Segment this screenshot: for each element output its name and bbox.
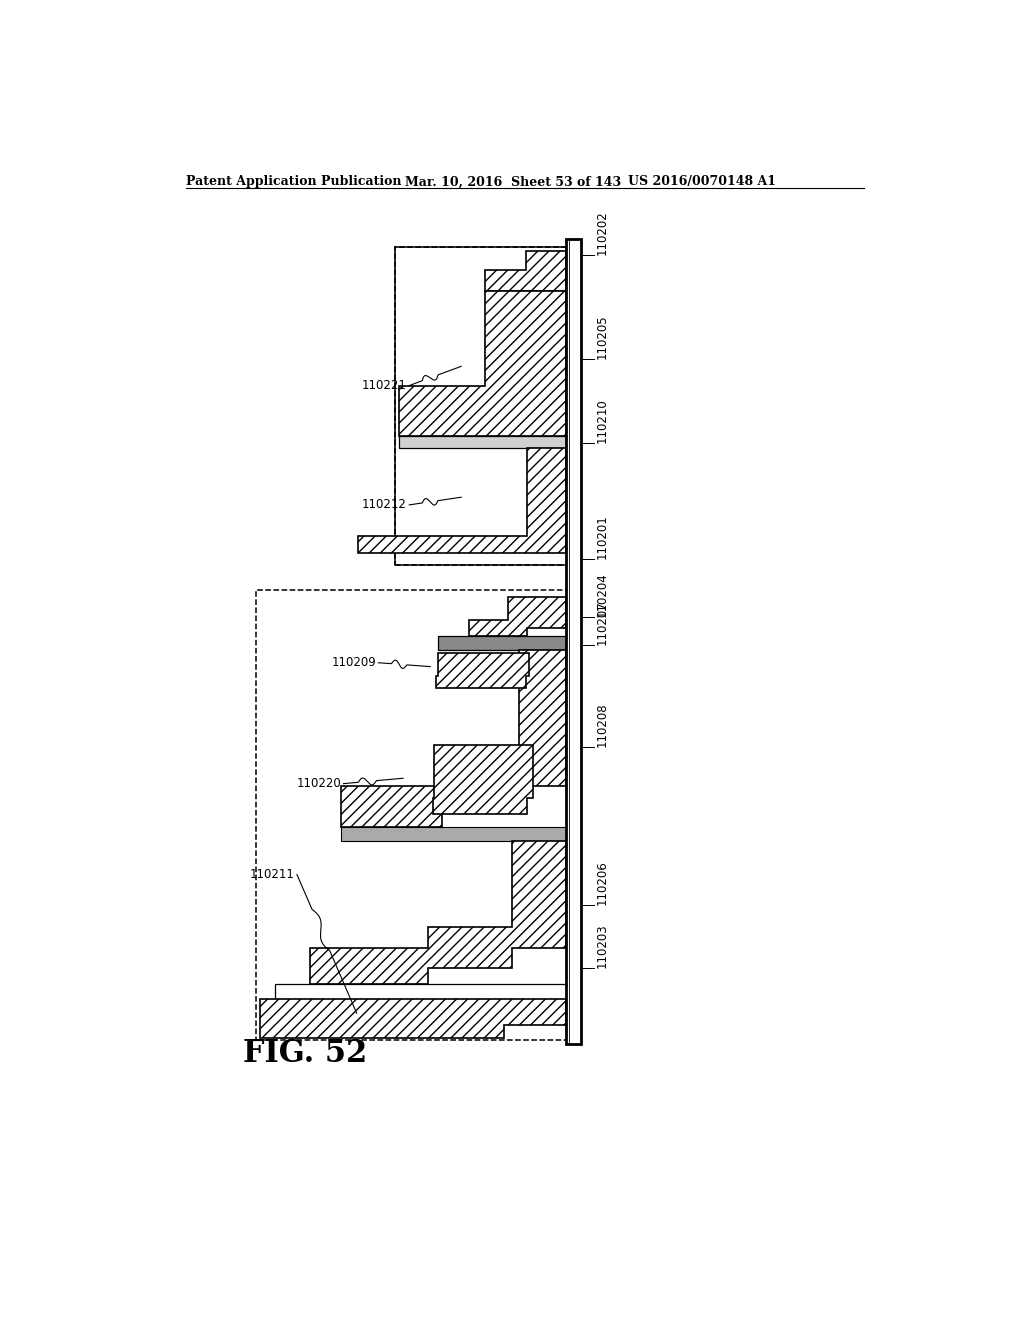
Polygon shape: [341, 826, 566, 841]
Polygon shape: [484, 251, 566, 290]
Text: Patent Application Publication: Patent Application Publication: [186, 176, 401, 189]
Text: 110207: 110207: [595, 601, 608, 645]
Polygon shape: [469, 598, 566, 636]
Polygon shape: [566, 239, 582, 1044]
Polygon shape: [341, 649, 566, 826]
Text: 110203: 110203: [595, 924, 608, 969]
Text: 110204: 110204: [595, 572, 608, 616]
Polygon shape: [275, 983, 566, 999]
Bar: [395, 247, 582, 565]
Polygon shape: [260, 999, 566, 1038]
Bar: [256, 590, 582, 1040]
Text: 110220: 110220: [296, 777, 341, 791]
Text: 110210: 110210: [595, 399, 608, 444]
Text: 110212: 110212: [362, 499, 407, 511]
Text: 110208: 110208: [595, 702, 608, 747]
Polygon shape: [399, 290, 566, 436]
Polygon shape: [399, 436, 566, 447]
Polygon shape: [435, 653, 528, 688]
Polygon shape: [432, 744, 534, 814]
Text: 110211: 110211: [250, 869, 295, 880]
Text: 110201: 110201: [595, 513, 608, 558]
Text: 110209: 110209: [331, 656, 376, 669]
Text: US 2016/0070148 A1: US 2016/0070148 A1: [628, 176, 776, 189]
Text: 110205: 110205: [595, 314, 608, 359]
Text: 110206: 110206: [595, 861, 608, 906]
Polygon shape: [438, 636, 566, 649]
Text: Mar. 10, 2016  Sheet 53 of 143: Mar. 10, 2016 Sheet 53 of 143: [406, 176, 622, 189]
Polygon shape: [358, 447, 566, 553]
Text: 110202: 110202: [595, 210, 608, 255]
Text: FIG. 52: FIG. 52: [243, 1038, 367, 1069]
Text: 110221: 110221: [362, 379, 407, 392]
Polygon shape: [310, 841, 566, 983]
